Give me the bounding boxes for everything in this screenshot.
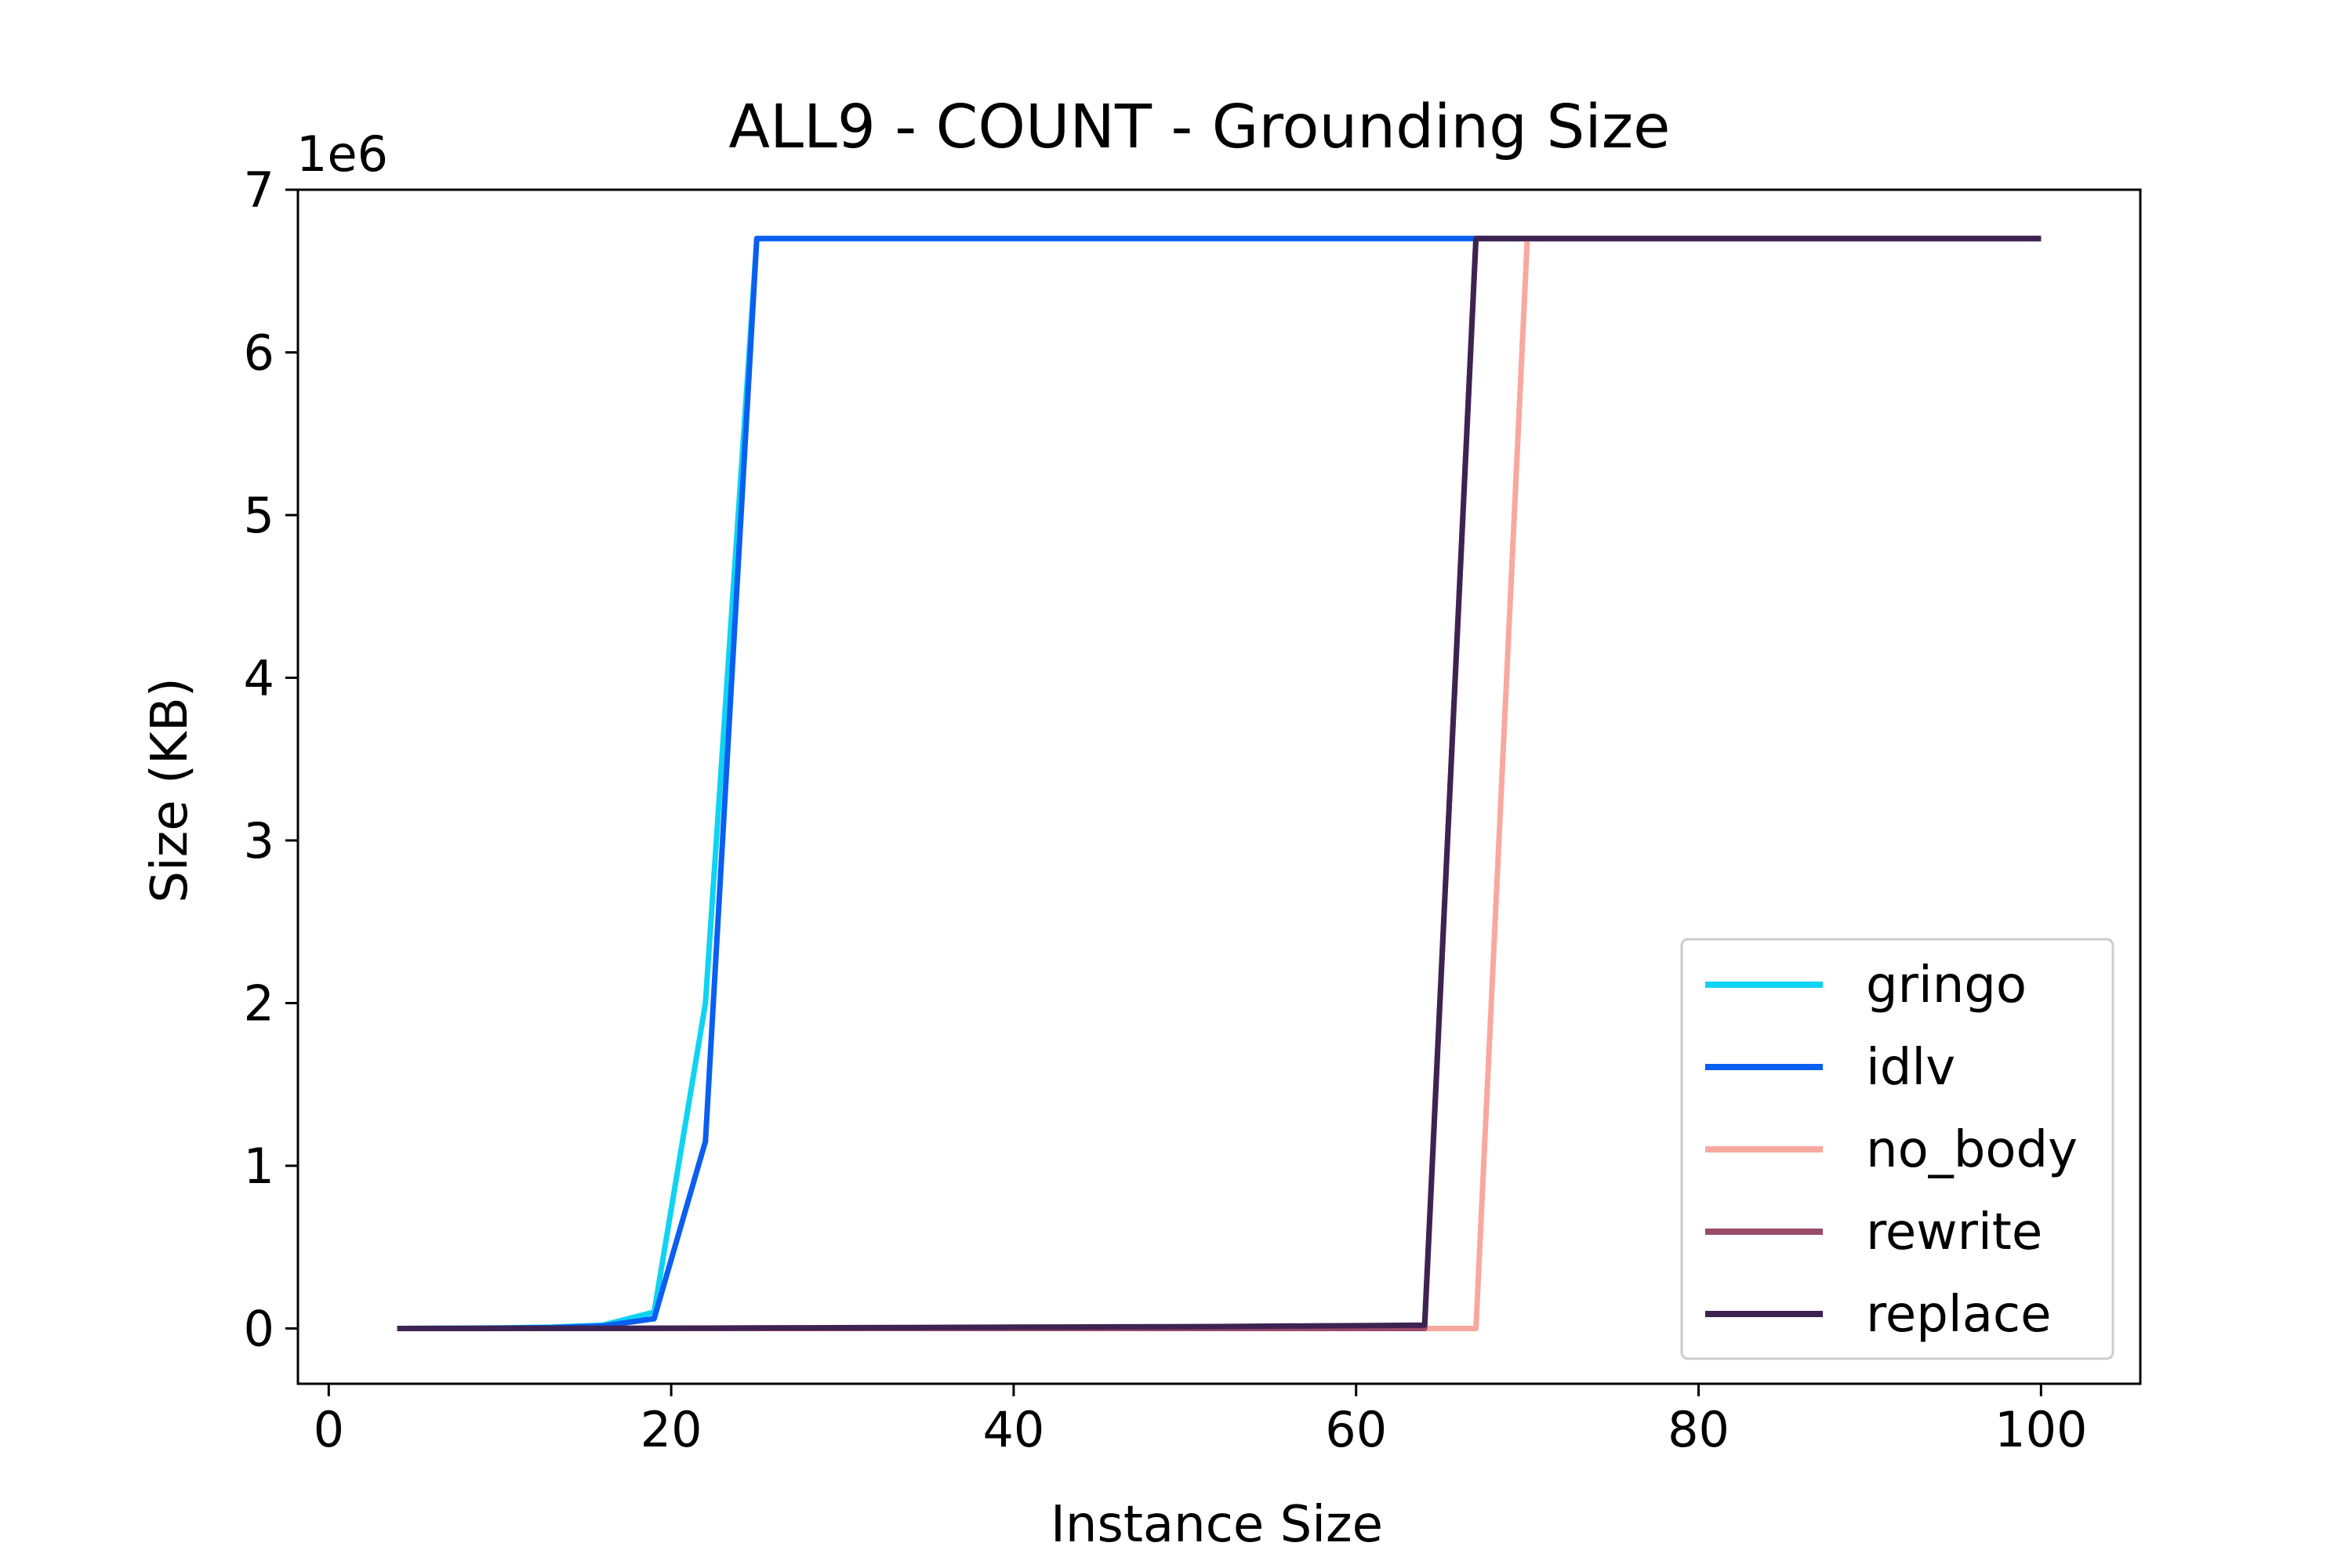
x-axis-ticks: 0 20 40 60 80 100: [314, 1384, 2087, 1458]
legend-label: replace: [1866, 1286, 2051, 1344]
x-tick-label: 20: [641, 1401, 702, 1458]
x-tick-label: 100: [1994, 1401, 2087, 1458]
x-tick-label: 60: [1325, 1401, 1387, 1458]
y-axis-label: Size (KB): [141, 677, 199, 903]
y-axis-ticks: 0 1 2 3 4 5 6 7: [244, 162, 298, 1357]
series-line-replace: [397, 235, 2042, 1331]
legend-label: idlv: [1866, 1039, 1955, 1097]
y-tick-label: 1: [244, 1138, 274, 1195]
y-tick-label: 4: [244, 649, 274, 706]
legend-label: no_body: [1866, 1121, 2078, 1179]
legend-box: [1680, 938, 2114, 1360]
x-axis-label: Instance Size: [1051, 1496, 1383, 1554]
x-tick-label: 80: [1668, 1401, 1730, 1458]
y-tick-label: 0: [244, 1300, 274, 1357]
y-tick-label: 2: [244, 975, 274, 1032]
plot-area-frame: [296, 188, 2142, 1385]
legend-label: rewrite: [1866, 1203, 2042, 1261]
chart-title: ALL9 - COUNT - Grounding Size: [728, 93, 1670, 162]
x-tick-label: 40: [982, 1401, 1044, 1458]
y-tick-label: 5: [244, 487, 274, 544]
legend-label: gringo: [1866, 956, 2027, 1014]
y-tick-label: 7: [244, 162, 274, 219]
y-tick-label: 6: [244, 324, 274, 381]
series-layer: [397, 235, 2042, 1331]
y-tick-label: 3: [244, 812, 274, 869]
x-tick-label: 0: [314, 1401, 344, 1458]
y-multiplier-label: 1e6: [296, 125, 388, 183]
